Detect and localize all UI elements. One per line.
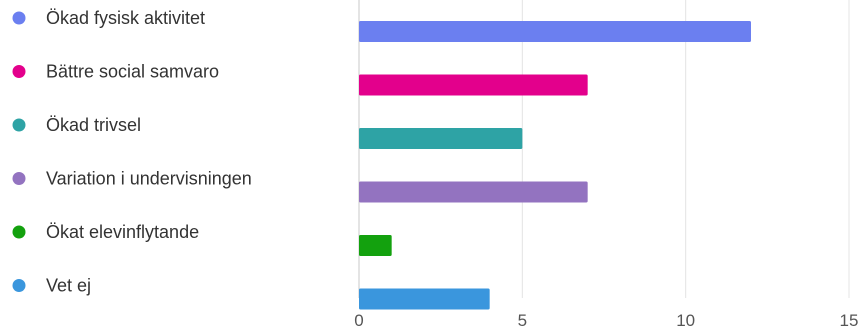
bar-3[interactable]	[359, 181, 588, 203]
x-axis-ticks: 0 5 10 15	[354, 311, 858, 330]
legend-dot-icon	[12, 172, 26, 185]
legend-dot-icon	[12, 279, 26, 292]
bar-1[interactable]	[359, 74, 588, 96]
legend-label: Vet ej	[46, 276, 91, 296]
x-tick-label: 10	[676, 311, 695, 330]
legend-label: Ökat elevinflytande	[46, 222, 199, 242]
x-tick-label: 5	[518, 311, 527, 330]
legend-dot-icon	[12, 225, 26, 239]
legend-label: Variation i undervisningen	[46, 169, 252, 189]
legend-dot-icon	[12, 118, 26, 132]
bar-5[interactable]	[359, 288, 490, 310]
bars-layer	[359, 21, 751, 310]
x-tick-label: 0	[354, 311, 363, 330]
x-tick-label: 15	[840, 311, 859, 330]
legend-label: Ökad fysisk aktivitet	[46, 8, 205, 28]
bar-0[interactable]	[359, 21, 751, 42]
legend-dot-icon	[12, 65, 26, 78]
legend-label: Ökad trivsel	[46, 115, 141, 135]
legend-dot-icon	[12, 11, 26, 25]
legend: Ökad fysisk aktivitet Bättre social samva…	[12, 8, 252, 296]
bar-4[interactable]	[359, 235, 392, 256]
bar-2[interactable]	[359, 128, 523, 149]
legend-label: Bättre social samvaro	[46, 62, 219, 82]
